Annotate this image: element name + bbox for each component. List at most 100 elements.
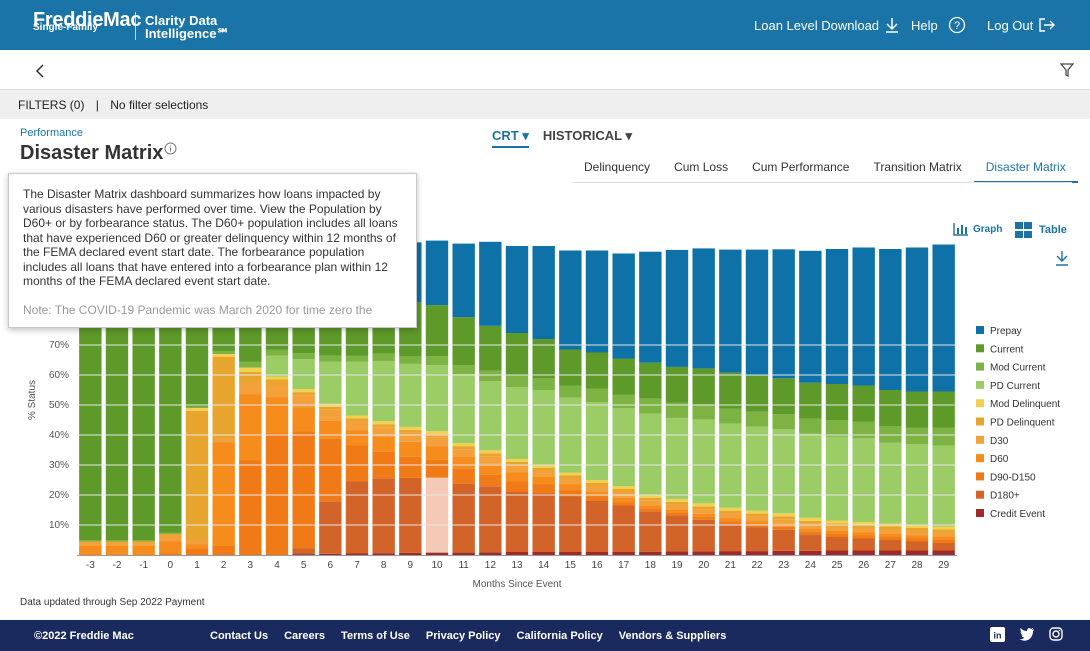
bar-segment-d180-[interactable]: [559, 496, 582, 553]
bar-segment-credit-event[interactable]: [852, 550, 875, 556]
bar-segment-d180-[interactable]: [852, 538, 875, 551]
legend-label[interactable]: Current: [990, 344, 1024, 355]
bar-segment-d180-[interactable]: [612, 505, 635, 553]
bar-segment-pd-current[interactable]: [932, 445, 955, 527]
bar-segment-credit-event[interactable]: [932, 550, 955, 556]
bar-segment-d30[interactable]: [772, 519, 795, 524]
bar-segment-pd-current[interactable]: [665, 417, 689, 499]
linkedin-icon[interactable]: in: [990, 627, 1005, 642]
bar-segment-credit-event[interactable]: [452, 552, 475, 555]
bar-segment-d90-d150[interactable]: [319, 438, 342, 502]
bar-segment-mod-current[interactable]: [79, 540, 102, 542]
bar-segment-mod-delinquent[interactable]: [185, 408, 209, 411]
bar-segment-pd-delinquent[interactable]: [212, 357, 235, 438]
bar-segment-mod-delinquent[interactable]: [692, 503, 715, 507]
bar-segment-d30[interactable]: [585, 486, 609, 492]
bar-segment-d180-[interactable]: [639, 511, 662, 552]
freddie-mac-logo[interactable]: FreddieMac: [33, 9, 141, 43]
bar-segment-prepay[interactable]: [905, 247, 929, 392]
bar-segment-prepay[interactable]: [825, 249, 849, 384]
bar-segment-prepay[interactable]: [719, 249, 742, 373]
bar-segment-credit-event[interactable]: [585, 552, 609, 555]
bar-segment-prepay[interactable]: [452, 243, 475, 318]
bar-segment-d60[interactable]: [932, 537, 955, 540]
bar-segment-prepay[interactable]: [585, 250, 609, 353]
bar-segment-credit-event[interactable]: [825, 550, 849, 556]
bar-segment-mod-current[interactable]: [159, 532, 182, 535]
bar-segment-current[interactable]: [532, 339, 555, 378]
bar-segment-mod-delinquent[interactable]: [852, 522, 875, 525]
bar-segment-mod-current[interactable]: [319, 355, 342, 362]
bar-segment-d30[interactable]: [905, 531, 929, 536]
bar-segment-pd-current[interactable]: [745, 426, 769, 511]
bar-segment-d180-[interactable]: [505, 492, 529, 552]
bar-segment-mod-current[interactable]: [799, 418, 822, 434]
bar-segment-pd-delinquent[interactable]: [559, 475, 582, 479]
bar-segment-mod-current[interactable]: [692, 404, 715, 420]
bar-segment-pd-current[interactable]: [292, 359, 315, 390]
bar-segment-current[interactable]: [825, 384, 849, 420]
bar-segment-pd-current[interactable]: [319, 361, 342, 404]
bar-segment-mod-current[interactable]: [932, 427, 955, 446]
bar-segment-prepay[interactable]: [879, 249, 902, 390]
bar-segment-d30[interactable]: [185, 540, 209, 545]
bar-segment-credit-event[interactable]: [799, 550, 822, 555]
bar-segment-d90-d150[interactable]: [772, 526, 795, 530]
bar-segment-mod-current[interactable]: [559, 385, 582, 398]
bar-segment-d90-d150[interactable]: [159, 553, 182, 556]
bar-segment-d60[interactable]: [505, 472, 529, 482]
bar-segment-mod-current[interactable]: [825, 420, 849, 437]
bar-segment-mod-delinquent[interactable]: [265, 376, 289, 380]
bar-segment-current[interactable]: [905, 391, 929, 428]
bar-segment-d90-d150[interactable]: [265, 433, 289, 556]
bar-segment-d90-d150[interactable]: [852, 535, 875, 539]
bar-segment-d60[interactable]: [345, 430, 369, 446]
bar-segment-mod-delinquent[interactable]: [585, 480, 609, 483]
bar-segment-pd-current[interactable]: [452, 374, 475, 444]
bar-segment-d30[interactable]: [79, 541, 102, 547]
bar-segment-mod-delinquent[interactable]: [932, 526, 955, 530]
bar-segment-d90-d150[interactable]: [799, 531, 822, 535]
historical-dropdown[interactable]: HISTORICAL ▾: [543, 128, 632, 148]
bar-segment-d180-[interactable]: [905, 541, 929, 551]
bar-segment-credit-event[interactable]: [319, 553, 342, 555]
bar-segment-mod-current[interactable]: [265, 349, 289, 356]
bar-segment-d60[interactable]: [425, 446, 449, 460]
bar-segment-current[interactable]: [639, 362, 662, 399]
bar-segment-mod-current[interactable]: [532, 378, 555, 390]
bar-segment-d180-[interactable]: [879, 540, 902, 551]
bar-segment-pd-current[interactable]: [265, 355, 289, 377]
footer-link-vendors[interactable]: Vendors & Suppliers: [618, 630, 727, 642]
bar-segment-mod-current[interactable]: [852, 421, 875, 439]
bar-segment-current[interactable]: [745, 375, 769, 412]
bar-segment-pd-current[interactable]: [399, 363, 422, 427]
bar-segment-d60[interactable]: [159, 541, 182, 554]
bar-segment-pd-current[interactable]: [505, 387, 529, 459]
bar-segment-pd-delinquent[interactable]: [799, 520, 822, 524]
bar-segment-d180-[interactable]: [399, 477, 422, 553]
bar-segment-d30[interactable]: [719, 513, 742, 519]
bar-segment-current[interactable]: [479, 325, 502, 371]
bar-segment-d180-[interactable]: [372, 478, 395, 554]
bar-segment-pd-delinquent[interactable]: [585, 483, 609, 486]
legend-label[interactable]: Mod Current: [990, 363, 1046, 374]
bar-segment-credit-event[interactable]: [559, 552, 582, 555]
bar-segment-current[interactable]: [585, 352, 609, 389]
footer-link-careers[interactable]: Careers: [284, 630, 326, 642]
bar-segment-d180-[interactable]: [692, 519, 715, 552]
bar-segment-pd-delinquent[interactable]: [612, 489, 635, 492]
bar-segment-d30[interactable]: [692, 509, 715, 514]
bar-segment-d60[interactable]: [79, 546, 102, 555]
bar-segment-pd-current[interactable]: [479, 381, 502, 451]
bar-segment-mod-current[interactable]: [372, 353, 395, 362]
bar-segment-mod-current[interactable]: [585, 388, 609, 403]
bar-segment-pd-delinquent[interactable]: [292, 392, 315, 396]
bar-segment-d180-[interactable]: [479, 486, 502, 553]
twitter-icon[interactable]: [1019, 627, 1035, 641]
bar-segment-d30[interactable]: [665, 504, 689, 510]
bar-segment-d180-[interactable]: [585, 501, 609, 552]
bar-segment-current[interactable]: [665, 366, 689, 403]
bar-segment-d30[interactable]: [745, 516, 769, 522]
crt-dropdown[interactable]: CRT ▾: [492, 128, 529, 148]
bar-segment-pd-current[interactable]: [905, 444, 929, 525]
